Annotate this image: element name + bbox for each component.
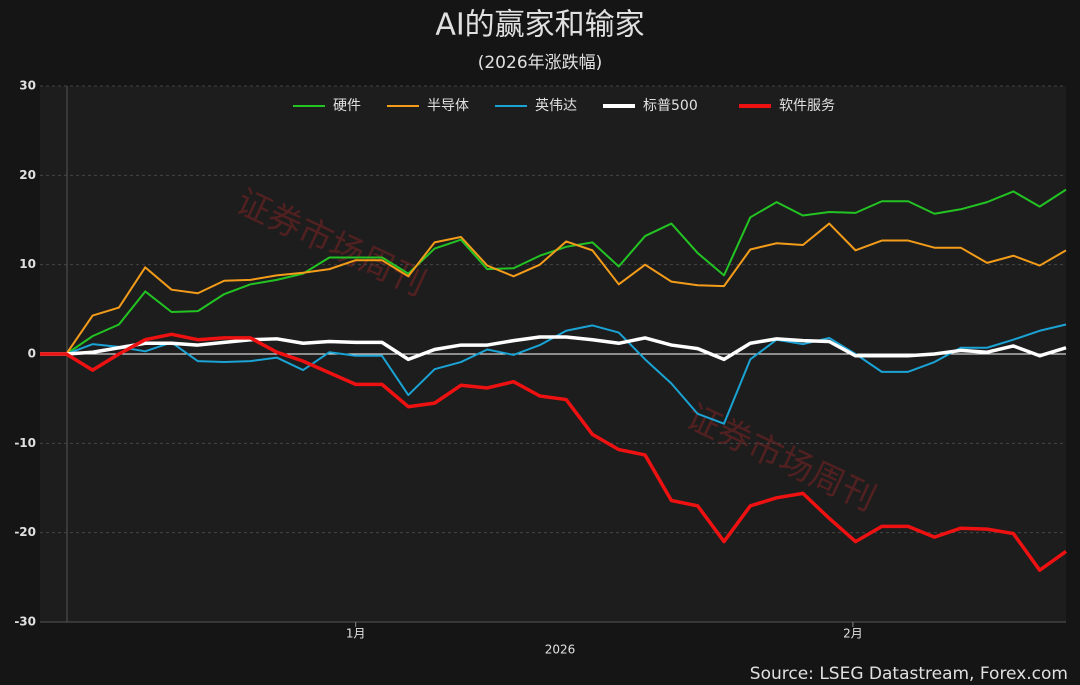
legend-label: 硬件 — [333, 98, 361, 114]
legend-label: 软件服务 — [779, 98, 835, 114]
y-tick-label: -30 — [14, 615, 36, 629]
legend-label: 标普500 — [643, 98, 698, 114]
series-line — [40, 188, 1067, 355]
legend-label: 半导体 — [427, 98, 469, 114]
x-tick-label: 2月 — [843, 627, 863, 641]
y-tick-label: 0 — [28, 347, 36, 361]
y-tick-label: 30 — [19, 79, 36, 93]
y-tick-label: 10 — [19, 257, 36, 271]
y-tick-label: -20 — [14, 525, 36, 539]
y-tick-label: 20 — [19, 168, 36, 182]
series-line — [40, 335, 1067, 362]
chart-title: AI的赢家和输家 — [435, 8, 644, 43]
legend-label: 英伟达 — [535, 97, 577, 114]
y-tick-label: -10 — [14, 436, 36, 450]
chart-subtitle: (2026年涨跌幅) — [478, 53, 603, 73]
x-axis-label: 2026 — [545, 643, 576, 657]
series-line — [40, 332, 1068, 572]
x-tick-label: 1月 — [346, 627, 366, 641]
series-line — [40, 222, 1067, 355]
source: Source: LSEG Datastream, Forex.com — [750, 664, 1068, 684]
